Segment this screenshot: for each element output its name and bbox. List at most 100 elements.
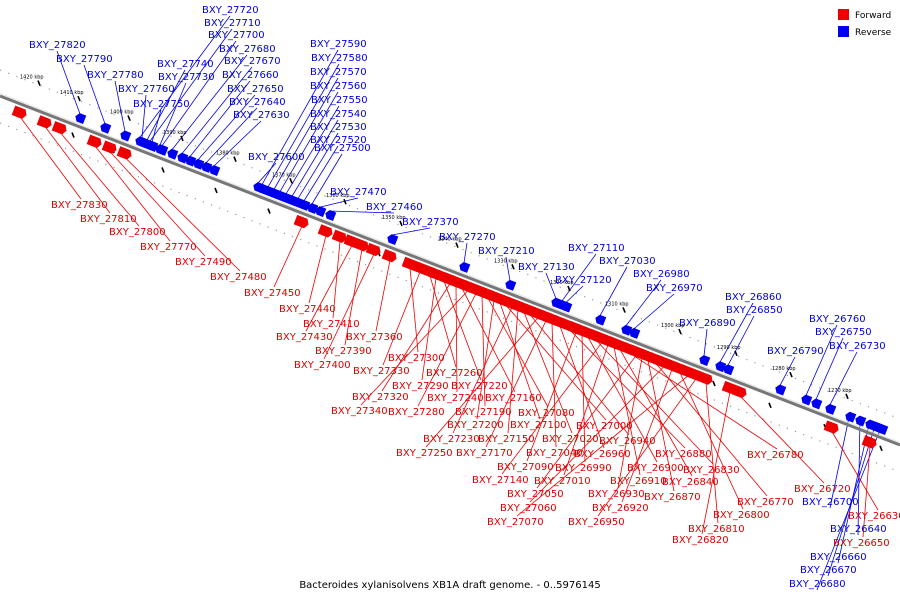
gene-bxy_26980-glyph[interactable] bbox=[620, 324, 633, 336]
gene-bxy_27650-glyph[interactable] bbox=[192, 158, 205, 170]
gene-bxy_27820-glyph[interactable] bbox=[74, 112, 87, 125]
gene-bxy_26730-glyph[interactable] bbox=[824, 403, 837, 415]
gene-label[interactable]: BXY_26990 bbox=[555, 463, 612, 474]
gene-bxy_27500-glyph[interactable] bbox=[306, 202, 319, 214]
gene-label[interactable]: BXY_27260 bbox=[426, 368, 483, 379]
gene-bxy_27300-glyph[interactable] bbox=[401, 256, 419, 271]
gene-bxy_27460-glyph[interactable] bbox=[324, 209, 337, 221]
gene-label[interactable]: BXY_26940 bbox=[599, 436, 656, 447]
gene-label[interactable]: BXY_27220 bbox=[451, 381, 508, 392]
gene-label[interactable]: BXY_27720 bbox=[202, 5, 259, 16]
gene-label[interactable]: BXY_27780 bbox=[87, 70, 144, 81]
gene-bxy_27410-glyph[interactable] bbox=[331, 229, 349, 244]
gene-label[interactable]: BXY_26920 bbox=[592, 503, 649, 514]
gene-label[interactable]: BXY_26780 bbox=[747, 450, 804, 461]
gene-bxy_27810-glyph[interactable] bbox=[36, 115, 54, 129]
gene-bxy_27720-glyph[interactable] bbox=[134, 135, 147, 148]
gene-label[interactable]: BXY_27050 bbox=[507, 489, 564, 500]
gene-label[interactable]: BXY_27480 bbox=[210, 272, 267, 283]
gene-label[interactable]: BXY_27760 bbox=[118, 84, 175, 95]
gene-label[interactable]: BXY_26870 bbox=[644, 492, 701, 503]
gene-label[interactable]: BXY_27400 bbox=[294, 360, 351, 371]
gene-bxy_26970-glyph[interactable] bbox=[628, 327, 641, 339]
gene-label[interactable]: BXY_26900 bbox=[627, 463, 684, 474]
gene-label[interactable]: BXY_26850 bbox=[726, 305, 783, 316]
gene-label[interactable]: BXY_27190 bbox=[455, 407, 512, 418]
gene-bxy_26890-glyph[interactable] bbox=[698, 354, 711, 366]
gene-label[interactable]: BXY_27830 bbox=[51, 200, 108, 211]
gene-bxy_26790-glyph[interactable] bbox=[774, 383, 787, 396]
gene-bxy_27390-glyph[interactable] bbox=[353, 238, 371, 252]
gene-label[interactable]: BXY_27550 bbox=[311, 95, 368, 106]
gene-bxy_27430-glyph[interactable] bbox=[343, 234, 361, 248]
gene-bxy_27640-glyph[interactable] bbox=[200, 161, 213, 173]
gene-label[interactable]: BXY_27330 bbox=[353, 366, 410, 377]
gene-label[interactable]: BXY_27390 bbox=[315, 346, 372, 357]
gene-bxy_26850-glyph[interactable] bbox=[722, 363, 735, 376]
gene-label[interactable]: BXY_26760 bbox=[809, 314, 866, 325]
gene-label[interactable]: BXY_27680 bbox=[219, 44, 276, 55]
gene-label[interactable]: BXY_26960 bbox=[574, 449, 631, 460]
gene-label[interactable]: BXY_27750 bbox=[133, 99, 190, 110]
gene-bxy_26840-glyph[interactable] bbox=[611, 338, 629, 352]
gene-label[interactable]: BXY_27340 bbox=[331, 406, 388, 417]
gene-bxy_27800-glyph[interactable] bbox=[51, 121, 69, 135]
gene-bxy_27400-glyph[interactable] bbox=[365, 242, 383, 257]
gene-label[interactable]: BXY_27740 bbox=[157, 59, 214, 70]
gene-label[interactable]: BXY_26640 bbox=[830, 524, 887, 535]
gene-label[interactable]: BXY_27710 bbox=[204, 18, 261, 29]
gene-bxy_27440-glyph[interactable] bbox=[317, 224, 335, 238]
gene-label[interactable]: BXY_27100 bbox=[510, 420, 567, 431]
gene-label[interactable]: BXY_27210 bbox=[478, 246, 535, 257]
gene-label[interactable]: BXY_26820 bbox=[672, 535, 729, 546]
gene-label[interactable]: BXY_27200 bbox=[447, 420, 504, 431]
gene-bxy_27770-glyph[interactable] bbox=[86, 134, 104, 149]
gene-label[interactable]: BXY_27520 bbox=[310, 135, 367, 146]
gene-label[interactable]: BXY_27500 bbox=[314, 143, 371, 154]
gene-bxy_27660-glyph[interactable] bbox=[184, 155, 197, 167]
gene-label[interactable]: BXY_26860 bbox=[725, 292, 782, 303]
gene-label[interactable]: BXY_27040 bbox=[526, 448, 583, 459]
gene-label[interactable]: BXY_27440 bbox=[279, 304, 336, 315]
gene-label[interactable]: BXY_27820 bbox=[29, 40, 86, 51]
gene-label[interactable]: BXY_26910 bbox=[610, 476, 667, 487]
gene-bxy_26750-glyph[interactable] bbox=[810, 397, 823, 410]
gene-label[interactable]: BXY_26720 bbox=[794, 484, 851, 495]
gene-label[interactable]: BXY_27570 bbox=[310, 67, 367, 78]
gene-label[interactable]: BXY_27080 bbox=[518, 408, 575, 419]
gene-label[interactable]: BXY_27460 bbox=[366, 202, 423, 213]
gene-label[interactable]: BXY_27090 bbox=[497, 462, 554, 473]
gene-bxy_26650-glyph[interactable] bbox=[861, 435, 879, 449]
gene-label[interactable]: BXY_27230 bbox=[423, 434, 480, 445]
gene-bxy_27680-glyph[interactable] bbox=[166, 148, 179, 160]
gene-bxy_26860-glyph[interactable] bbox=[714, 360, 727, 373]
gene-bxy_27490-glyph[interactable] bbox=[101, 140, 119, 154]
gene-label[interactable]: BXY_27430 bbox=[276, 332, 333, 343]
gene-bxy_27370-glyph[interactable] bbox=[386, 233, 399, 246]
gene-label[interactable]: BXY_26700 bbox=[802, 497, 859, 508]
gene-bxy_27330-glyph[interactable] bbox=[411, 260, 429, 275]
gene-label[interactable]: BXY_27320 bbox=[352, 392, 409, 403]
gene-bxy_26720-glyph[interactable] bbox=[731, 384, 749, 399]
gene-label[interactable]: BXY_27270 bbox=[439, 232, 496, 243]
gene-label[interactable]: BXY_27280 bbox=[388, 407, 445, 418]
gene-bxy_26680-glyph[interactable] bbox=[876, 423, 889, 436]
gene-label[interactable]: BXY_26970 bbox=[646, 283, 703, 294]
gene-bxy_27710-glyph[interactable] bbox=[144, 139, 157, 152]
gene-label[interactable]: BXY_27170 bbox=[456, 448, 513, 459]
gene-label[interactable]: BXY_26730 bbox=[829, 341, 886, 352]
gene-label[interactable]: BXY_26660 bbox=[810, 552, 867, 563]
gene-label[interactable]: BXY_27290 bbox=[392, 381, 449, 392]
gene-label[interactable]: BXY_27450 bbox=[244, 288, 301, 299]
gene-label[interactable]: BXY_26750 bbox=[815, 327, 872, 338]
gene-label[interactable]: BXY_27240 bbox=[427, 393, 484, 404]
gene-label[interactable]: BXY_27000 bbox=[576, 421, 633, 432]
gene-bxy_27520-glyph[interactable] bbox=[298, 199, 311, 211]
gene-label[interactable]: BXY_26950 bbox=[568, 517, 625, 528]
gene-bxy_27480-glyph[interactable] bbox=[116, 146, 134, 160]
gene-label[interactable]: BXY_27470 bbox=[330, 187, 387, 198]
gene-bxy_27700-glyph[interactable] bbox=[156, 144, 169, 156]
gene-label[interactable]: BXY_27110 bbox=[568, 243, 625, 254]
gene-label[interactable]: BXY_27120 bbox=[555, 275, 612, 286]
gene-label[interactable]: BXY_26800 bbox=[713, 510, 770, 521]
